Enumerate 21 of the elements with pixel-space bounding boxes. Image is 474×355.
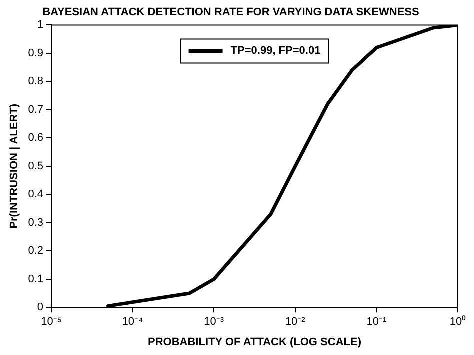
y-tick-label: 0.2 bbox=[28, 245, 44, 258]
chart-title: BAYESIAN ATTACK DETECTION RATE FOR VARYING DATA SKEWNESS bbox=[42, 6, 420, 19]
x-tick-label: 10⁰ bbox=[450, 315, 466, 328]
x-tick-label: 10⁻¹ bbox=[366, 316, 387, 328]
y-tick-label: 0.6 bbox=[28, 132, 44, 144]
x-tick-label: 10⁻⁴ bbox=[122, 316, 144, 328]
y-tick-label: 0 bbox=[37, 302, 44, 314]
x-axis-title: PROBABILITY OF ATTACK (LOG SCALE) bbox=[148, 336, 362, 348]
y-tick-label: 1 bbox=[37, 19, 44, 32]
x-tick-label: 10⁻⁵ bbox=[41, 316, 62, 328]
x-tick-label: 10⁻³ bbox=[204, 316, 224, 328]
legend-label: TP=0.99, FP=0.01 bbox=[230, 45, 321, 58]
y-tick-label: 0.5 bbox=[28, 160, 44, 172]
y-tick-label: 0.9 bbox=[28, 47, 44, 60]
y-tick-label: 0.1 bbox=[28, 273, 44, 286]
y-tick-label: 0.4 bbox=[28, 188, 44, 201]
y-axis-title: Pr(INTRUSION | ALERT) bbox=[8, 104, 21, 229]
y-tick-label: 0.8 bbox=[28, 76, 44, 88]
y-tick-label: 0.3 bbox=[28, 216, 44, 229]
y-tick-label: 0.7 bbox=[28, 104, 44, 116]
x-tick-label: 10⁻² bbox=[285, 316, 306, 328]
